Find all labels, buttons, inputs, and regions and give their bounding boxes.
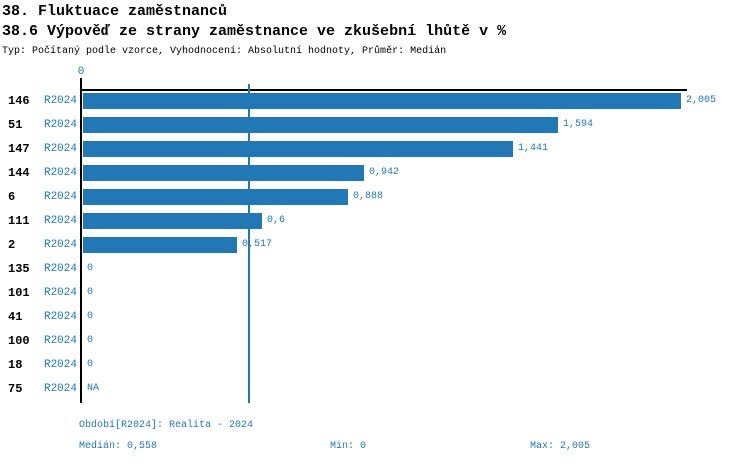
value-label: 0,6: [267, 215, 286, 226]
chart-meta-info: Typ: Počítaný podle vzorce, Vyhodnocení:…: [2, 46, 447, 57]
value-label: 0,942: [369, 167, 400, 178]
row-category-label: 146: [8, 94, 30, 108]
value-label: 0: [87, 311, 94, 322]
row-series-label: R2024: [43, 191, 77, 203]
row-series-label: R2024: [43, 239, 77, 251]
value-label: 0: [87, 263, 94, 274]
row-category-label: 41: [8, 310, 23, 324]
stat-median: Medián: 0,558: [79, 441, 158, 452]
chart-row: 135 R2024 0: [0, 257, 750, 281]
bar-chart: 0 146 R2024 2,005 51 R2024 1,594 147 R2024 1,441…: [0, 66, 750, 403]
row-series-label: R2024: [43, 119, 77, 131]
value-label: NA: [87, 383, 100, 394]
row-series-label: R2024: [43, 383, 77, 395]
chart-row: 75 R2024 NA: [0, 377, 750, 401]
row-series-label: R2024: [43, 143, 77, 155]
stat-max: Max: 2,005: [530, 441, 591, 452]
row-series-label: R2024: [43, 215, 77, 227]
row-category-label: 135: [8, 262, 30, 276]
row-series-label: R2024: [43, 311, 77, 323]
value-label: 0: [87, 359, 94, 370]
row-category-label: 144: [8, 166, 30, 180]
chart-row: 2 R2024 0,517: [0, 233, 750, 257]
value-bar: [83, 117, 558, 133]
row-category-label: 18: [8, 358, 23, 372]
chart-row: 111 R2024 0,6: [0, 209, 750, 233]
chart-row: 146 R2024 2,005: [0, 89, 750, 113]
value-bar: [83, 213, 262, 229]
row-category-label: 100: [8, 334, 30, 348]
x-axis-zero-label: 0: [77, 66, 85, 78]
row-category-label: 6: [8, 190, 16, 204]
chart-row: 101 R2024 0: [0, 281, 750, 305]
row-series-label: R2024: [43, 359, 77, 371]
value-label: 0: [87, 335, 94, 346]
value-label: 0,888: [353, 191, 384, 202]
page-subtitle: 38.6 Výpověď ze strany zaměstnance ve zk…: [2, 23, 507, 40]
stat-min: Min: 0: [330, 441, 367, 452]
value-label: 1,594: [563, 119, 594, 130]
chart-row: 6 R2024 0,888: [0, 185, 750, 209]
chart-row: 100 R2024 0: [0, 329, 750, 353]
value-label: 2,005: [686, 95, 717, 106]
median-reference-line: [248, 84, 250, 403]
value-bar: [83, 237, 237, 253]
row-category-label: 147: [8, 142, 30, 156]
value-bar: [83, 141, 513, 157]
legend-period: Období[R2024]: Realita - 2024: [79, 420, 254, 431]
row-category-label: 111: [8, 214, 30, 228]
value-bar: [83, 189, 348, 205]
value-label: 0,517: [242, 239, 273, 250]
value-label: 1,441: [518, 143, 549, 154]
chart-row: 144 R2024 0,942: [0, 161, 750, 185]
row-series-label: R2024: [43, 335, 77, 347]
row-series-label: R2024: [43, 95, 77, 107]
chart-row: 41 R2024 0: [0, 305, 750, 329]
value-bar: [83, 165, 364, 181]
row-series-label: R2024: [43, 263, 77, 275]
row-series-label: R2024: [43, 167, 77, 179]
chart-row: 18 R2024 0: [0, 353, 750, 377]
row-category-label: 2: [8, 238, 16, 252]
row-category-label: 101: [8, 286, 30, 300]
y-axis-line: [80, 89, 82, 403]
value-bar: [83, 93, 681, 109]
x-axis-line: [80, 89, 687, 91]
row-category-label: 51: [8, 118, 23, 132]
x-axis-zero-tick: [80, 78, 82, 89]
page-title: 38. Fluktuace zaměstnanců: [2, 3, 228, 20]
row-series-label: R2024: [43, 287, 77, 299]
row-category-label: 75: [8, 382, 23, 396]
value-label: 0: [87, 287, 94, 298]
chart-row: 51 R2024 1,594: [0, 113, 750, 137]
chart-row: 147 R2024 1,441: [0, 137, 750, 161]
